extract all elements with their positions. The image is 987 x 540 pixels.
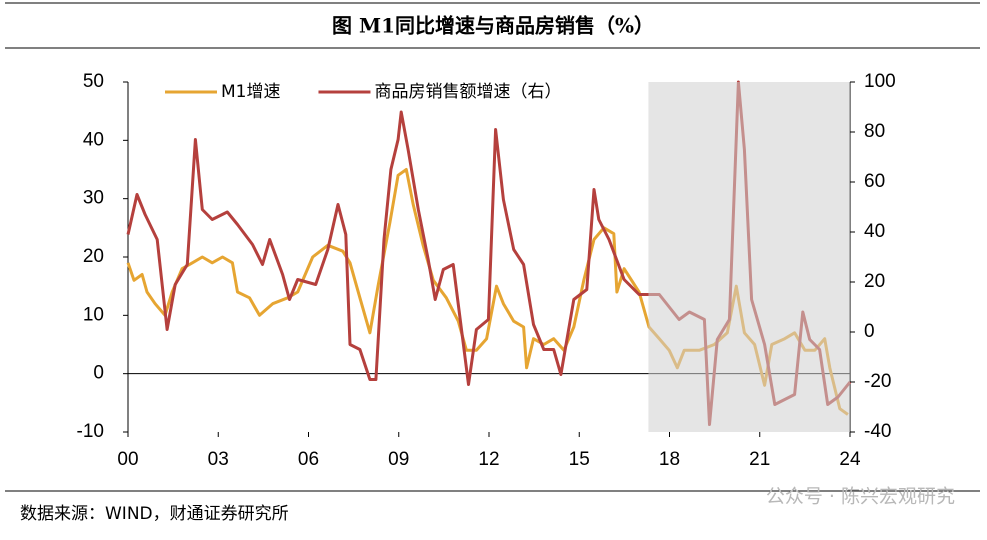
y-tick-label: 30 [83,188,104,209]
y-tick-label: 0 [93,363,104,384]
legend-label: M1增速 [221,82,280,102]
x-tick-label: 24 [839,449,861,470]
y2-tick-label: -40 [864,421,891,442]
shaded-period [648,82,850,432]
y2-tick-label: 20 [864,271,885,292]
y-tick-label: -10 [77,421,104,442]
x-tick-label: 12 [478,449,499,470]
y2-tick-label: 60 [864,171,885,192]
x-tick-label: 18 [659,449,680,470]
y-tick-label: 50 [83,71,104,92]
source: 数据来源：WIND，财通证券研究所 [20,504,289,524]
x-tick-label: 00 [117,449,138,470]
y-tick-label: 20 [83,246,104,267]
y2-tick-label: 40 [864,221,885,242]
y-tick-label: 10 [83,304,104,325]
y2-tick-label: 0 [864,321,875,342]
chart-title: 图 M1同比增速与商品房销售（%） [332,14,654,38]
x-tick-label: 09 [388,449,409,470]
y-tick-label: 40 [83,129,104,150]
y2-tick-label: 80 [864,121,885,142]
x-tick-label: 06 [298,449,319,470]
x-tick-label: 21 [749,449,770,470]
y2-tick-label: -20 [864,371,891,392]
x-tick-label: 15 [569,449,590,470]
legend-label: 商品房销售额增速（右） [374,82,561,102]
x-tick-label: 03 [208,449,229,470]
y2-tick-label: 100 [864,71,896,92]
watermark: 公众号 · 陈兴宏观研究 [766,486,955,508]
